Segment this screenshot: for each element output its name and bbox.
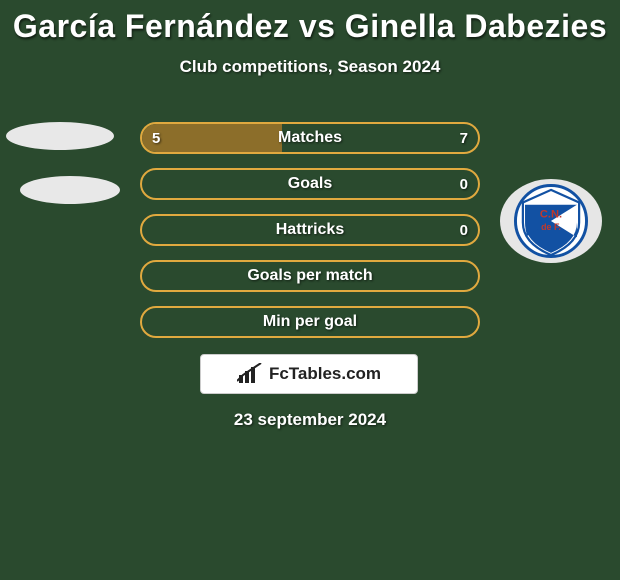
value-right: 0 (460, 168, 468, 200)
left-avatars (6, 122, 120, 230)
value-left: 5 (152, 122, 160, 154)
svg-text:de F.: de F. (541, 222, 561, 232)
logo-text: FcTables.com (269, 364, 381, 384)
bar-label: Matches (140, 122, 480, 154)
shield-icon: C.N. de F. (514, 184, 588, 258)
bar-label: Goals (140, 168, 480, 200)
stat-row: Min per goal (140, 306, 480, 338)
badge-outer: C.N. de F. (500, 179, 602, 263)
date-text: 23 september 2024 (0, 410, 620, 430)
bar-label: Hattricks (140, 214, 480, 246)
source-logo: FcTables.com (200, 354, 418, 394)
value-right: 7 (460, 122, 468, 154)
avatar-placeholder (20, 176, 120, 204)
chart-icon (237, 363, 263, 385)
page-title: García Fernández vs Ginella Dabezies (0, 0, 620, 45)
subtitle: Club competitions, Season 2024 (0, 57, 620, 77)
bar-label: Goals per match (140, 260, 480, 292)
stat-row: Hattricks0 (140, 214, 480, 246)
svg-text:C.N.: C.N. (540, 208, 562, 220)
stat-row: Matches5 7 (140, 122, 480, 154)
avatar-placeholder (6, 122, 114, 150)
stats-panel: Matches57Goals0Hattricks0Goals per match… (140, 122, 480, 352)
club-badge: C.N. de F. (500, 179, 602, 263)
stat-row: Goals per match (140, 260, 480, 292)
value-right: 0 (460, 214, 468, 246)
bar-label: Min per goal (140, 306, 480, 338)
stat-row: Goals0 (140, 168, 480, 200)
